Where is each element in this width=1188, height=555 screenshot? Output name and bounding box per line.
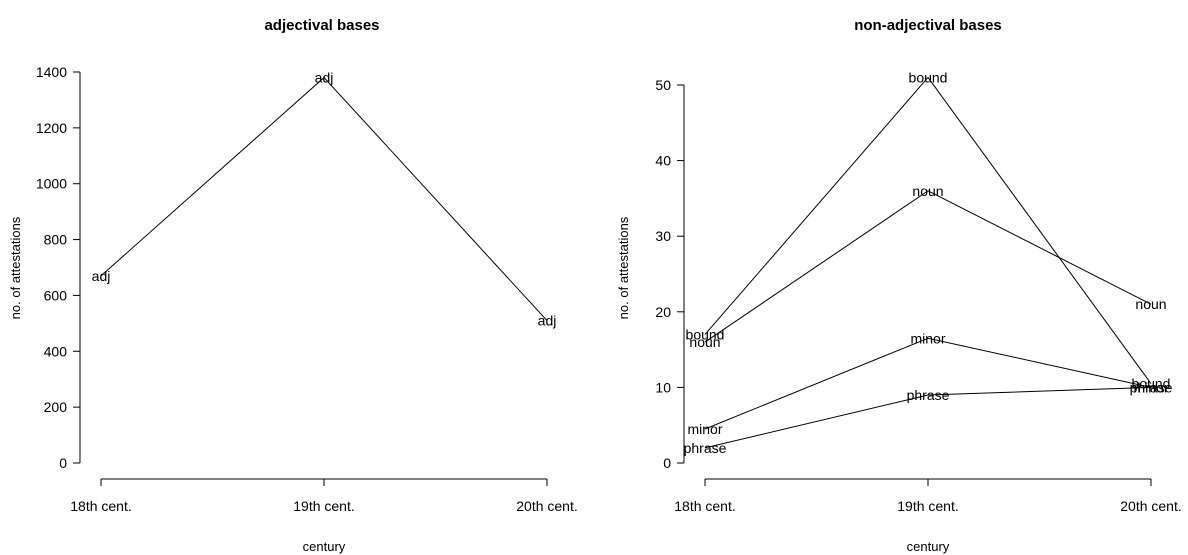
series-line-bound [704,76,1152,384]
point-label-adj: adj [92,268,111,284]
y-tick-label: 0 [59,455,67,471]
y-tick-label: 50 [655,77,671,93]
y-tick-label: 0 [663,455,671,471]
point-label-noun: noun [689,334,720,350]
chart-non-adjectival-bases: non-adjectival bases 0 10 20 30 40 50 18th cent… [616,17,1182,554]
point-label-phrase: phrase [1130,379,1173,395]
y-tick-label: 1000 [36,176,67,192]
point-label-adj: adj [538,313,557,329]
point-label-noun: noun [912,183,943,199]
point-label-adj: adj [315,70,334,86]
series-line-adj [100,76,548,321]
x-tick-label: 20th cent. [516,498,578,514]
y-tick-label: 1200 [36,120,67,136]
series-line-noun [704,190,1152,343]
chart-title: adjectival bases [264,17,379,34]
y-tick-label: 20 [655,304,671,320]
x-tick-label: 18th cent. [674,498,736,514]
y-tick-label: 30 [655,228,671,244]
y-tick-label: 1400 [36,64,67,80]
point-label-phrase: phrase [684,440,727,456]
series-line-phrase [704,386,1152,449]
point-label-phrase: phrase [907,387,950,403]
point-label-noun: noun [1135,296,1166,312]
series-line-minor [704,337,1152,430]
point-label-minor: minor [687,421,722,437]
x-axis-label: century [907,539,950,554]
y-axis-label: no. of attestations [8,216,23,319]
x-axis-label: century [303,539,346,554]
y-tick-label: 200 [44,399,68,415]
y-tick-label: 40 [655,153,671,169]
x-tick-label: 19th cent. [293,498,355,514]
x-tick-label: 18th cent. [70,498,132,514]
y-tick-label: 400 [44,343,68,359]
point-label-minor: minor [1133,379,1168,395]
y-tick-label: 800 [44,232,68,248]
y-tick-label: 10 [655,379,671,395]
point-label-bound: bound [909,69,948,85]
chart-adjectival-bases: adjectival bases 0 200 400 600 800 1000 1200 140… [8,17,578,554]
point-label-bound: bound [686,326,725,342]
chart-title: non-adjectival bases [854,17,1002,34]
x-tick-label: 19th cent. [897,498,959,514]
point-label-minor: minor [910,330,945,346]
y-axis-label: no. of attestations [616,216,631,319]
x-tick-label: 20th cent. [1120,498,1182,514]
y-tick-label: 600 [44,287,68,303]
